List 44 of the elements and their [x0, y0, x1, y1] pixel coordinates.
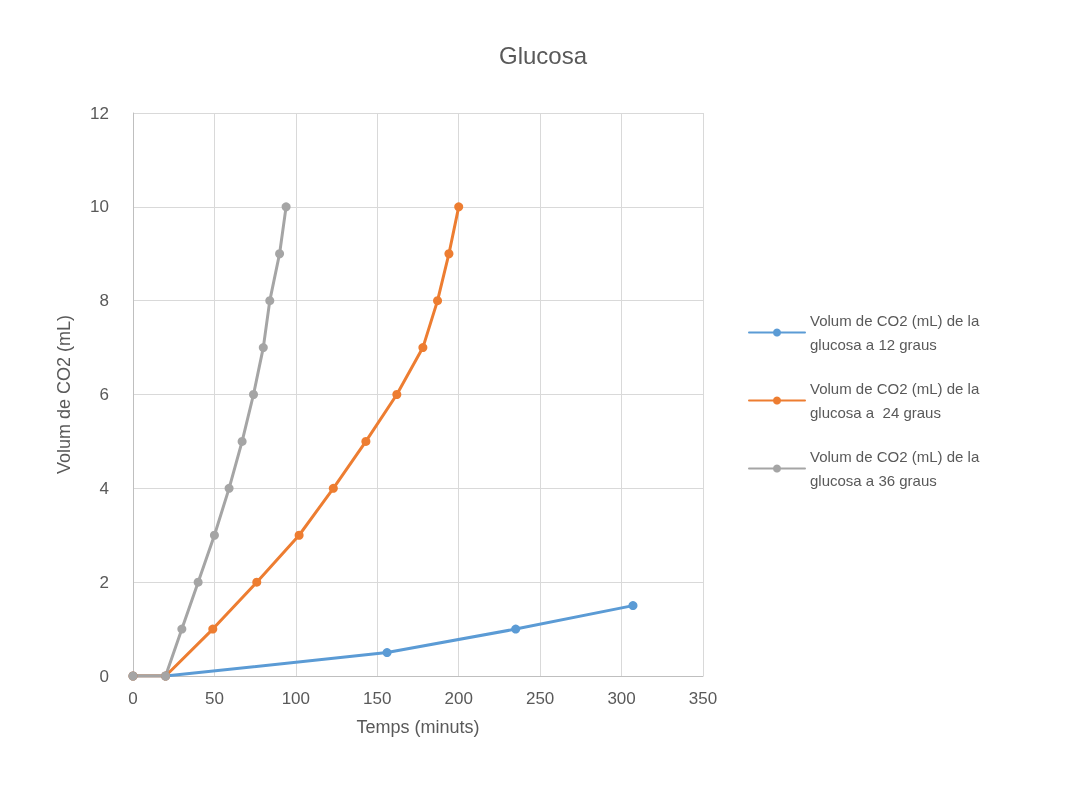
point	[258, 343, 268, 353]
point	[418, 343, 428, 353]
x-tick-label: 150	[363, 689, 392, 708]
point	[444, 249, 454, 259]
point	[281, 202, 291, 212]
point	[193, 577, 203, 587]
point	[275, 249, 285, 259]
point	[224, 483, 234, 493]
y-axis-title: Volum de CO2 (mL)	[54, 314, 74, 475]
x-axis-title: Temps (minuts)	[356, 717, 480, 737]
x-tick-label: 300	[607, 689, 636, 708]
legend-label: Volum de CO2 (mL) de la glucosa a 12 graus	[810, 312, 980, 353]
legend-label: Volum de CO2 (mL) de la glucosa a 36 graus	[810, 448, 980, 489]
point	[208, 624, 218, 634]
point	[511, 624, 521, 634]
point	[628, 601, 638, 611]
point	[361, 436, 371, 446]
point	[249, 390, 259, 399]
point	[454, 202, 464, 212]
y-tick-label: 6	[99, 385, 109, 404]
chart-title: Glucosa	[498, 41, 588, 69]
point	[252, 577, 262, 587]
y-tick-label: 2	[99, 572, 109, 592]
y-tick-label: 4	[99, 478, 109, 498]
y-tick-label: 0	[99, 666, 109, 686]
x-tick-label: 350	[688, 689, 718, 708]
x-tick-label: 50	[204, 689, 224, 708]
x-tick-label: 0	[128, 689, 138, 708]
point	[328, 483, 338, 493]
y-tick-label: 12	[90, 103, 109, 123]
point	[237, 436, 247, 446]
point	[382, 648, 392, 658]
point	[294, 530, 304, 540]
y-tick-label: 8	[99, 291, 109, 311]
point	[392, 390, 402, 399]
point	[265, 296, 275, 306]
legend-label: Volum de CO2 (mL) de la glucosa a 24 graus	[810, 380, 980, 421]
x-tick-label: 200	[444, 689, 473, 708]
point	[177, 624, 187, 634]
x-tick-label: 250	[525, 689, 555, 708]
point	[433, 296, 443, 306]
y-tick-label: 10	[90, 197, 109, 217]
point	[209, 530, 219, 540]
x-tick-label: 100	[281, 689, 311, 708]
